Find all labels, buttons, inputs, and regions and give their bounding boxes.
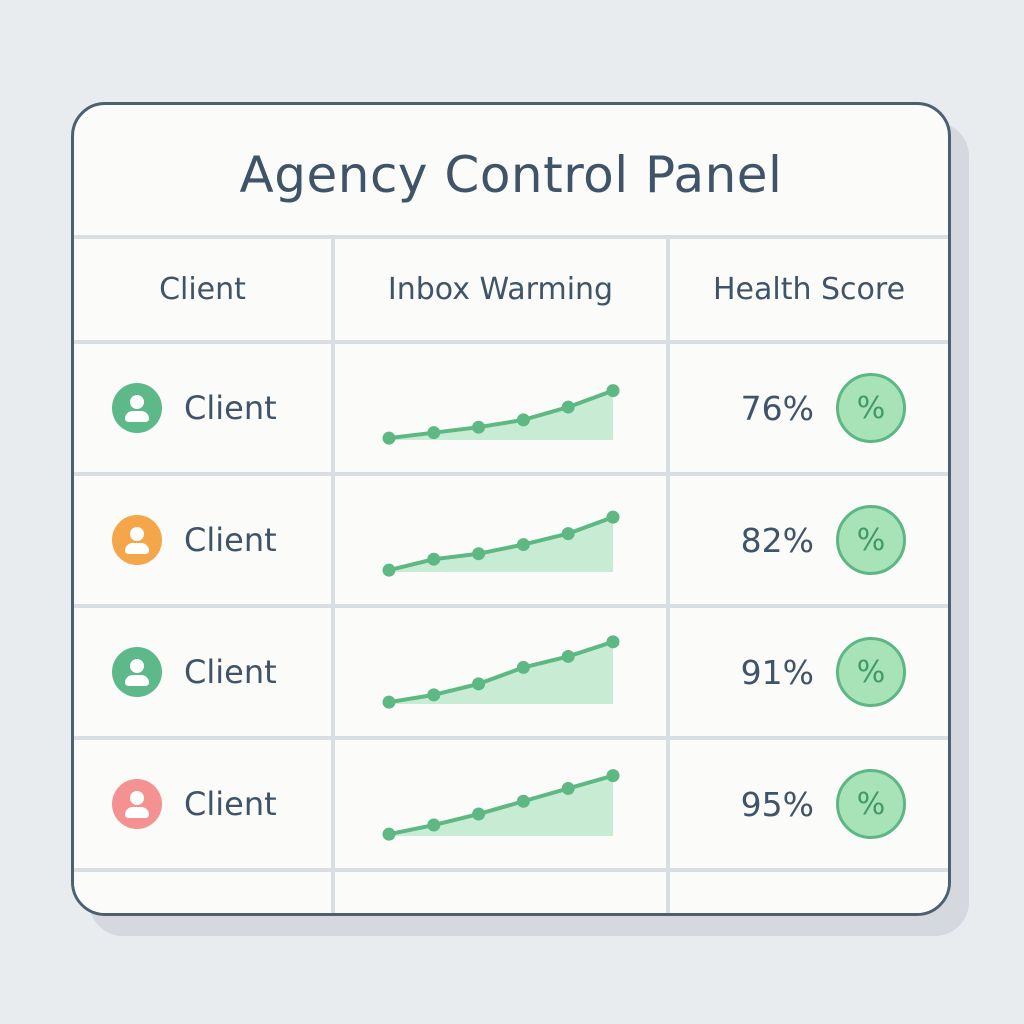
sparkline-line xyxy=(388,388,614,441)
column-header-inbox-warming[interactable]: Inbox Warming xyxy=(335,239,666,340)
health-score-cell: 82% % xyxy=(670,476,948,604)
inbox-warming-sparkline xyxy=(382,635,619,709)
client-name: Client xyxy=(184,785,277,823)
empty-cell xyxy=(670,872,948,913)
health-score-cell: 95% % xyxy=(670,740,948,868)
health-score-cell: 91% % xyxy=(670,608,948,736)
inbox-warming-sparkline xyxy=(382,769,619,841)
health-score-value: 76% xyxy=(740,388,814,428)
client-name: Client xyxy=(184,521,277,559)
percent-badge-icon[interactable]: % xyxy=(836,505,906,575)
sparkline-point xyxy=(471,807,485,821)
client-cell[interactable]: Client xyxy=(74,476,331,604)
page-title: Agency Control Panel xyxy=(239,146,783,204)
inbox-warming-cell xyxy=(335,476,666,604)
health-score-value: 91% xyxy=(740,652,814,692)
sparkline-point xyxy=(426,426,440,440)
sparkline-point xyxy=(606,510,619,524)
sparkline-area xyxy=(388,775,613,836)
health-score-value: 95% xyxy=(740,784,814,824)
sparkline-point xyxy=(516,538,530,552)
sparkline-point xyxy=(471,547,485,561)
health-score-value: 82% xyxy=(740,520,814,560)
percent-badge-icon[interactable]: % xyxy=(836,373,906,443)
sparkline-point xyxy=(471,677,485,691)
inbox-warming-cell xyxy=(335,740,666,868)
sparkline-point xyxy=(516,794,530,808)
sparkline-point xyxy=(606,635,619,649)
avatar-icon xyxy=(112,779,162,829)
inbox-warming-cell xyxy=(335,608,666,736)
sparkline-point xyxy=(382,431,395,445)
sparkline-line xyxy=(388,515,614,573)
agency-control-panel: Agency Control Panel Client Inbox Warmin… xyxy=(71,102,951,916)
avatar-icon xyxy=(112,515,162,565)
client-cell[interactable]: Client xyxy=(74,344,331,472)
sparkline-area xyxy=(388,641,613,704)
percent-badge-icon[interactable]: % xyxy=(836,769,906,839)
sparkline-line xyxy=(388,639,614,705)
inbox-warming-sparkline xyxy=(382,510,619,577)
sparkline-point xyxy=(561,781,575,795)
sparkline-point xyxy=(516,413,530,427)
client-table: Client Inbox Warming Health Score Client… xyxy=(74,235,948,913)
sparkline-point xyxy=(382,695,395,709)
sparkline-point xyxy=(516,660,530,674)
inbox-warming-cell xyxy=(335,344,666,472)
sparkline-line xyxy=(388,773,614,837)
sparkline-point xyxy=(561,400,575,414)
sparkline-point xyxy=(471,420,485,434)
client-name: Client xyxy=(184,389,277,427)
sparkline-point xyxy=(606,769,619,783)
avatar-icon xyxy=(112,647,162,697)
sparkline-point xyxy=(382,563,395,577)
sparkline-point xyxy=(426,688,440,702)
empty-cell xyxy=(74,872,331,913)
empty-cell xyxy=(335,872,666,913)
column-header-client[interactable]: Client xyxy=(74,239,331,340)
client-name: Client xyxy=(184,653,277,691)
column-header-health-score[interactable]: Health Score xyxy=(670,239,948,340)
percent-badge-icon[interactable]: % xyxy=(836,637,906,707)
sparkline-point xyxy=(561,649,575,663)
inbox-warming-sparkline xyxy=(382,384,619,445)
sparkline-area xyxy=(388,390,613,440)
sparkline-point xyxy=(382,827,395,841)
avatar-icon xyxy=(112,383,162,433)
sparkline-point xyxy=(426,552,440,566)
sparkline-point xyxy=(606,384,619,398)
health-score-cell: 76% % xyxy=(670,344,948,472)
sparkline-point xyxy=(561,527,575,541)
client-cell[interactable]: Client xyxy=(74,740,331,868)
sparkline-point xyxy=(426,818,440,832)
client-cell[interactable]: Client xyxy=(74,608,331,736)
